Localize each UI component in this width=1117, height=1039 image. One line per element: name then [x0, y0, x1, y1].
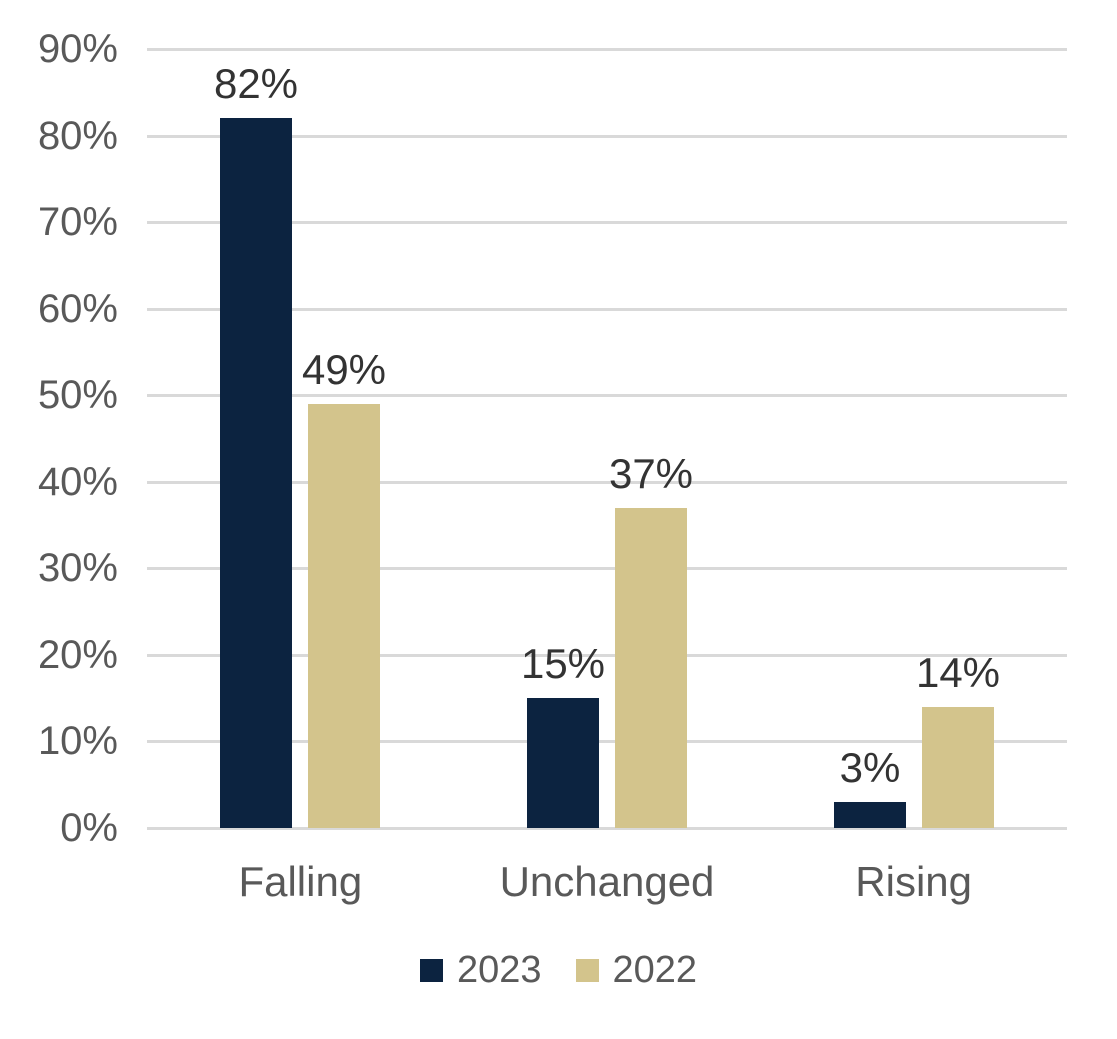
data-label-2023-unchanged: 15%: [520, 640, 606, 687]
x-axis-category-label: Rising: [855, 858, 973, 905]
legend-label: 2022: [612, 949, 698, 991]
data-label-2023-falling: 82%: [213, 60, 299, 107]
y-axis-tick-label: 60%: [37, 287, 118, 331]
gridline: [147, 654, 1067, 657]
y-axis-tick-label: 70%: [37, 200, 118, 244]
y-axis-tick-label: 20%: [37, 633, 118, 677]
y-axis-tick-label: 40%: [37, 460, 118, 504]
gridline: [147, 308, 1067, 311]
gridline: [147, 135, 1067, 138]
x-axis-category-label: Unchanged: [499, 858, 715, 905]
y-axis-tick-label: 0%: [60, 806, 118, 850]
legend-item-2022: 2022: [575, 946, 698, 994]
gridline: [147, 221, 1067, 224]
gridline: [147, 481, 1067, 484]
legend-item-2023: 2023: [419, 946, 542, 994]
legend-swatch-2022: [575, 958, 599, 982]
legend: 2023 2022: [0, 946, 1117, 994]
bar-2023-rising: [834, 802, 906, 828]
bar-2022-unchanged: [615, 508, 687, 828]
gridline: [147, 394, 1067, 397]
bar-2023-unchanged: [527, 698, 599, 828]
x-axis-category-label: Falling: [238, 858, 363, 905]
legend-label: 2023: [456, 949, 542, 991]
legend-swatch-2023: [419, 958, 443, 982]
data-label-2022-unchanged: 37%: [608, 450, 694, 497]
y-axis-tick-label: 30%: [37, 546, 118, 590]
y-axis-tick-label: 50%: [37, 373, 118, 417]
y-axis-tick-label: 10%: [37, 719, 118, 763]
bar-2023-falling: [220, 118, 292, 828]
bar-2022-rising: [922, 707, 994, 828]
gridline: [147, 48, 1067, 51]
y-axis-tick-label: 80%: [37, 114, 118, 158]
data-label-2022-falling: 49%: [301, 346, 387, 393]
bar-2022-falling: [308, 404, 380, 828]
data-label-2022-rising: 14%: [915, 649, 1001, 696]
data-label-2023-rising: 3%: [839, 744, 901, 791]
gridline: [147, 827, 1067, 830]
gridline: [147, 740, 1067, 743]
gridline: [147, 567, 1067, 570]
y-axis-tick-label: 90%: [37, 27, 118, 71]
